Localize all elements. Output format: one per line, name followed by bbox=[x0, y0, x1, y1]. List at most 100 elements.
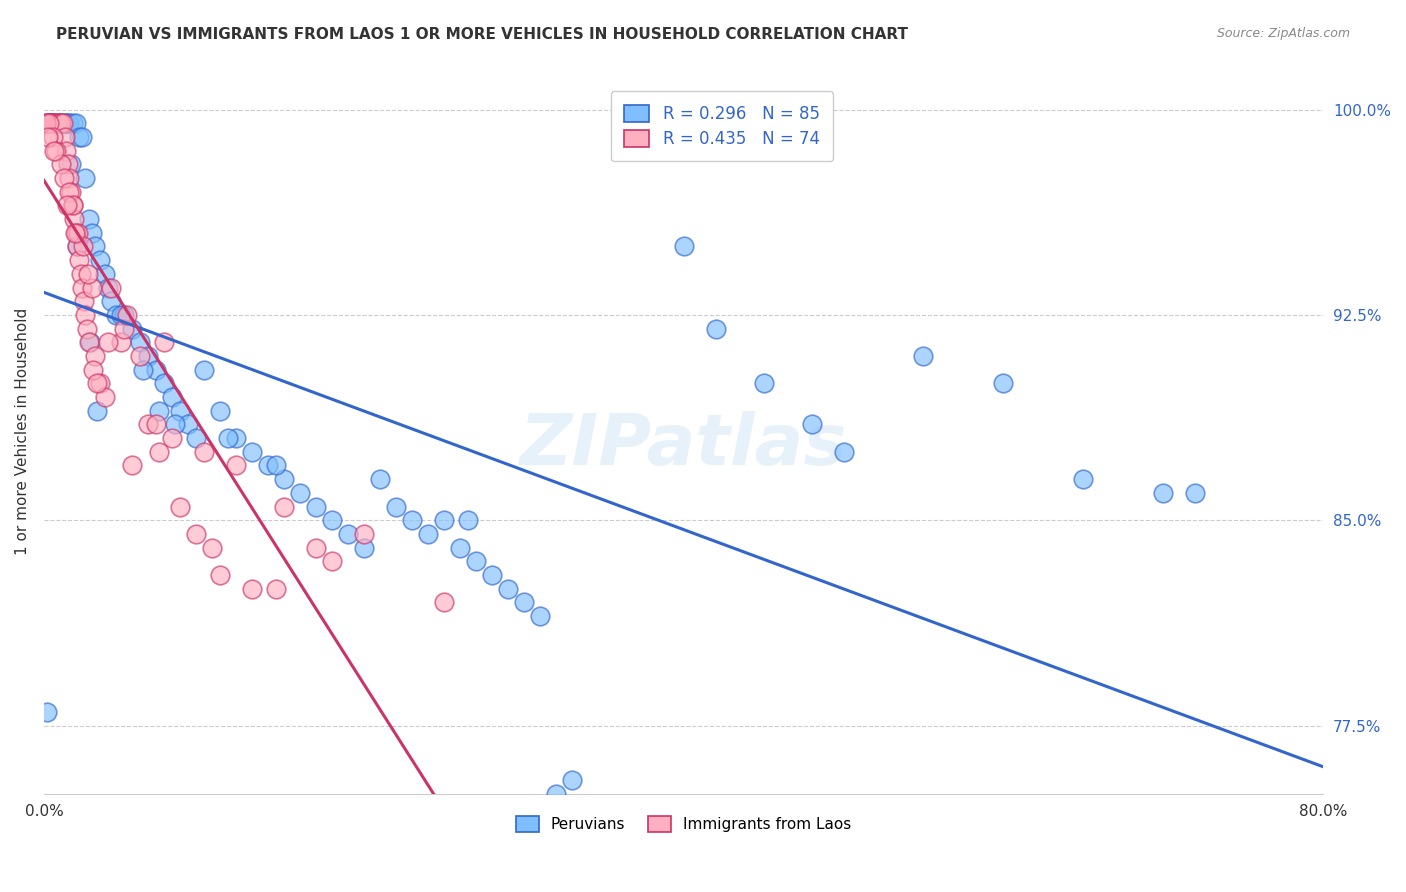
Point bbox=[42, 116, 65, 130]
Point bbox=[264, 458, 287, 473]
Legend: Peruvians, Immigrants from Laos: Peruvians, Immigrants from Laos bbox=[503, 804, 863, 845]
Point bbox=[69, 267, 91, 281]
Point bbox=[66, 239, 89, 253]
Point bbox=[72, 130, 94, 145]
Point bbox=[110, 335, 132, 350]
Point bbox=[800, 417, 823, 432]
Point bbox=[55, 144, 77, 158]
Point bbox=[41, 116, 63, 130]
Point bbox=[160, 431, 183, 445]
Point bbox=[457, 513, 479, 527]
Point bbox=[67, 253, 90, 268]
Point bbox=[77, 212, 100, 227]
Point bbox=[993, 376, 1015, 391]
Point bbox=[145, 417, 167, 432]
Point bbox=[80, 226, 103, 240]
Point bbox=[153, 376, 176, 391]
Point bbox=[75, 308, 97, 322]
Point bbox=[184, 527, 207, 541]
Point bbox=[58, 116, 80, 130]
Point bbox=[86, 403, 108, 417]
Point bbox=[184, 431, 207, 445]
Point bbox=[63, 226, 86, 240]
Point bbox=[38, 116, 60, 130]
Point bbox=[544, 787, 567, 801]
Point bbox=[60, 185, 83, 199]
Point bbox=[321, 513, 343, 527]
Point bbox=[305, 541, 328, 555]
Point bbox=[39, 116, 62, 130]
Point bbox=[38, 116, 60, 130]
Point bbox=[208, 403, 231, 417]
Point bbox=[104, 308, 127, 322]
Point bbox=[384, 500, 406, 514]
Point bbox=[832, 445, 855, 459]
Point bbox=[44, 144, 66, 158]
Point bbox=[63, 212, 86, 227]
Point bbox=[1073, 472, 1095, 486]
Point bbox=[912, 349, 935, 363]
Point bbox=[368, 472, 391, 486]
Point bbox=[97, 335, 120, 350]
Point bbox=[153, 335, 176, 350]
Point bbox=[58, 185, 80, 199]
Point bbox=[89, 376, 111, 391]
Point bbox=[640, 842, 662, 856]
Point bbox=[35, 116, 58, 130]
Point bbox=[112, 308, 135, 322]
Point bbox=[41, 130, 63, 145]
Point bbox=[76, 267, 98, 281]
Point bbox=[37, 130, 59, 145]
Point bbox=[148, 445, 170, 459]
Point bbox=[592, 814, 614, 829]
Point bbox=[45, 116, 67, 130]
Point bbox=[84, 349, 107, 363]
Y-axis label: 1 or more Vehicles in Household: 1 or more Vehicles in Household bbox=[15, 308, 30, 555]
Point bbox=[97, 280, 120, 294]
Point bbox=[163, 417, 186, 432]
Point bbox=[401, 513, 423, 527]
Point bbox=[576, 800, 599, 814]
Point bbox=[72, 239, 94, 253]
Point bbox=[256, 458, 278, 473]
Point bbox=[609, 828, 631, 842]
Point bbox=[169, 403, 191, 417]
Point bbox=[67, 226, 90, 240]
Point bbox=[193, 362, 215, 376]
Point bbox=[53, 130, 76, 145]
Point bbox=[39, 116, 62, 130]
Point bbox=[1152, 486, 1174, 500]
Point bbox=[529, 609, 551, 624]
Point bbox=[704, 321, 727, 335]
Point bbox=[353, 527, 375, 541]
Point bbox=[42, 116, 65, 130]
Point bbox=[136, 349, 159, 363]
Point bbox=[79, 335, 101, 350]
Point bbox=[160, 390, 183, 404]
Point bbox=[52, 171, 75, 186]
Point bbox=[177, 417, 200, 432]
Point bbox=[136, 417, 159, 432]
Point bbox=[44, 116, 66, 130]
Point bbox=[51, 116, 73, 130]
Point bbox=[93, 267, 115, 281]
Point bbox=[169, 500, 191, 514]
Point bbox=[264, 582, 287, 596]
Point bbox=[433, 595, 456, 609]
Point bbox=[273, 500, 295, 514]
Point bbox=[115, 308, 138, 322]
Point bbox=[38, 116, 60, 130]
Point bbox=[121, 321, 143, 335]
Point bbox=[84, 239, 107, 253]
Point bbox=[53, 116, 76, 130]
Point bbox=[193, 445, 215, 459]
Text: PERUVIAN VS IMMIGRANTS FROM LAOS 1 OR MORE VEHICLES IN HOUSEHOLD CORRELATION CHA: PERUVIAN VS IMMIGRANTS FROM LAOS 1 OR MO… bbox=[56, 27, 908, 42]
Point bbox=[65, 116, 87, 130]
Point bbox=[672, 239, 695, 253]
Point bbox=[80, 280, 103, 294]
Point bbox=[353, 541, 375, 555]
Point bbox=[45, 144, 67, 158]
Point bbox=[82, 362, 104, 376]
Point bbox=[128, 335, 150, 350]
Point bbox=[464, 554, 486, 568]
